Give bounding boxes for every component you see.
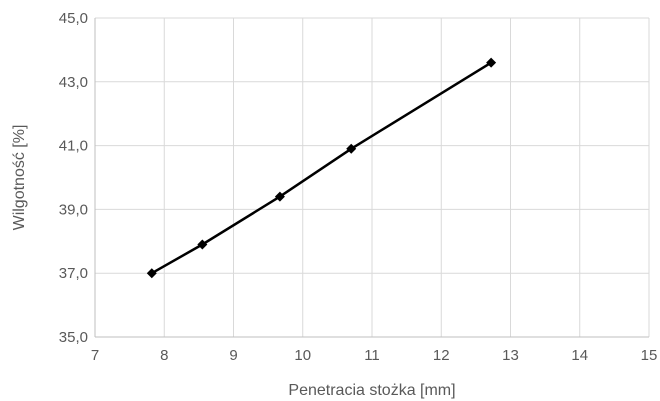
y-tick-label: 37,0 bbox=[59, 265, 88, 282]
data-point bbox=[274, 191, 285, 202]
x-tick-label: 9 bbox=[229, 347, 237, 364]
data-point bbox=[486, 57, 497, 68]
x-tick-label: 12 bbox=[433, 347, 450, 364]
y-tick-label: 35,0 bbox=[59, 329, 88, 346]
x-tick-label: 11 bbox=[364, 347, 380, 364]
x-axis-title: Penetracia stożka [mm] bbox=[288, 382, 455, 399]
axes bbox=[94, 18, 649, 338]
y-axis-title: Wilgotność [%] bbox=[11, 125, 28, 231]
x-tick-label: 15 bbox=[641, 347, 658, 364]
gridlines bbox=[95, 17, 650, 337]
x-tick-label: 7 bbox=[91, 347, 99, 364]
tick-labels: 7 8 9 10 11 12 13 14 15 35,0 37,0 39,0 41,0 43,0 45,0 bbox=[59, 10, 658, 364]
data-point bbox=[346, 143, 357, 154]
x-tick-label: 13 bbox=[502, 347, 519, 364]
data-point bbox=[146, 268, 157, 279]
y-tick-label: 45,0 bbox=[59, 10, 88, 27]
y-tick-label: 41,0 bbox=[59, 138, 88, 155]
x-tick-label: 10 bbox=[294, 347, 311, 364]
y-tick-label: 43,0 bbox=[59, 74, 88, 91]
y-tick-label: 39,0 bbox=[59, 201, 88, 218]
x-tick-label: 14 bbox=[571, 347, 588, 364]
data-point bbox=[197, 239, 208, 250]
x-tick-label: 8 bbox=[160, 347, 168, 364]
data-series bbox=[146, 57, 497, 279]
